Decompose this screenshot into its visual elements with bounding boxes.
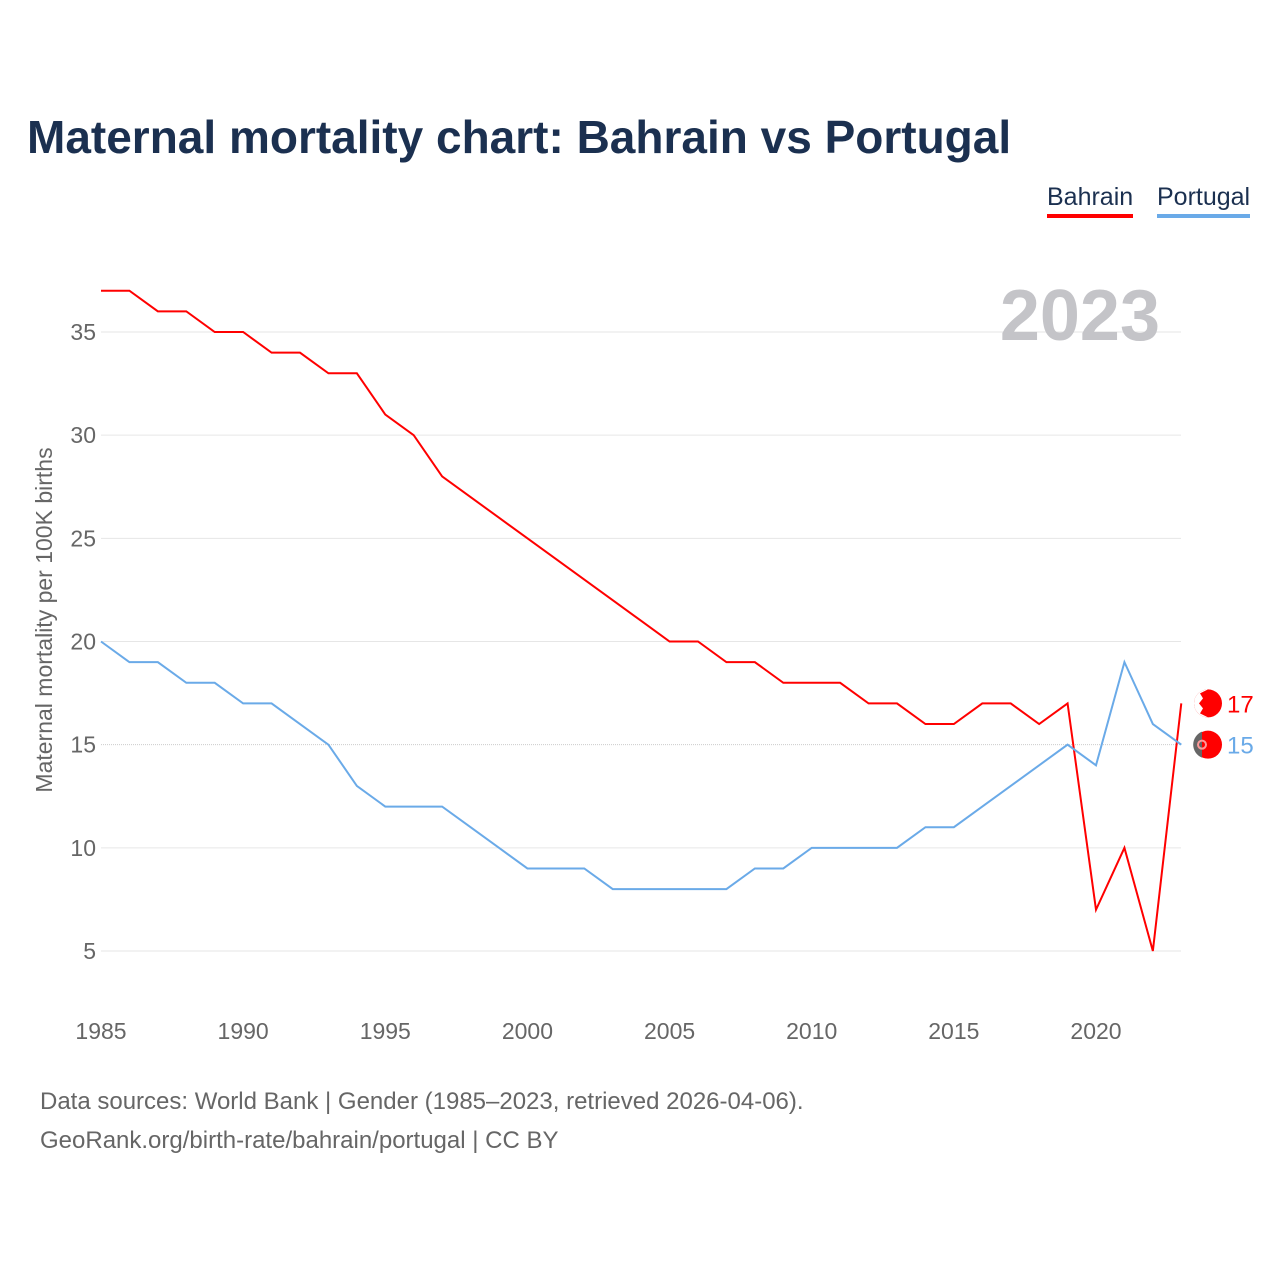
x-tick-label: 2000	[502, 1018, 553, 1044]
y-tick-label: 10	[70, 835, 96, 861]
end-label-bahrain: 17	[1227, 691, 1254, 718]
x-tick-label: 2005	[644, 1018, 695, 1044]
source-note: Data sources: World Bank | Gender (1985–…	[40, 1088, 804, 1115]
end-label-portugal: 15	[1227, 733, 1254, 760]
x-tick-label: 2015	[928, 1018, 979, 1044]
y-tick-label: 20	[70, 629, 96, 655]
y-tick-label: 25	[70, 525, 96, 551]
y-tick-label: 30	[70, 422, 96, 448]
x-tick-label: 2020	[1070, 1018, 1121, 1044]
series-line-portugal[interactable]	[100, 640, 1182, 891]
y-tick-label: 35	[70, 319, 96, 345]
source-link[interactable]: GeoRank.org/birth-rate/bahrain/portugal …	[40, 1127, 559, 1154]
y-tick-label: 5	[83, 938, 96, 964]
x-tick-label: 1995	[360, 1018, 411, 1044]
y-axis-label: Maternal mortality per 100K births	[31, 447, 57, 792]
x-tick-label: 1990	[218, 1018, 269, 1044]
legend-portugal[interactable]: Portugal	[1157, 183, 1251, 218]
y-tick-label: 15	[70, 732, 96, 758]
chart-title: Maternal mortality chart: Bahrain vs Por…	[27, 111, 1012, 163]
x-tick-label: 1985	[75, 1018, 126, 1044]
series-line-bahrain[interactable]	[101, 289, 1183, 952]
legend-bahrain[interactable]: Bahrain	[1047, 183, 1134, 218]
portugal-flag-emblem	[1197, 739, 1207, 750]
year-label: 2023	[1000, 276, 1160, 356]
x-tick-label: 2010	[786, 1018, 837, 1044]
bahrain-flag-stripe	[1194, 689, 1208, 718]
